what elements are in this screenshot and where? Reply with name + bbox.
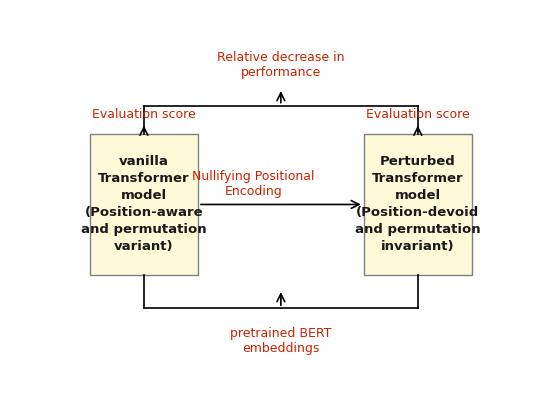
Text: Nullifying Positional
Encoding: Nullifying Positional Encoding (192, 170, 315, 198)
Text: Evaluation score: Evaluation score (366, 108, 470, 121)
Text: Relative decrease in
performance: Relative decrease in performance (217, 51, 345, 79)
Text: pretrained BERT
embeddings: pretrained BERT embeddings (230, 327, 332, 355)
Text: Perturbed
Transformer
model
(Position-devoid
and permutation
invariant): Perturbed Transformer model (Position-de… (355, 155, 481, 253)
Text: vanilla
Transformer
model
(Position-aware
and permutation
variant): vanilla Transformer model (Position-awar… (81, 155, 207, 253)
Bar (364, 134, 472, 275)
Text: Evaluation score: Evaluation score (92, 108, 196, 121)
Bar (90, 134, 198, 275)
